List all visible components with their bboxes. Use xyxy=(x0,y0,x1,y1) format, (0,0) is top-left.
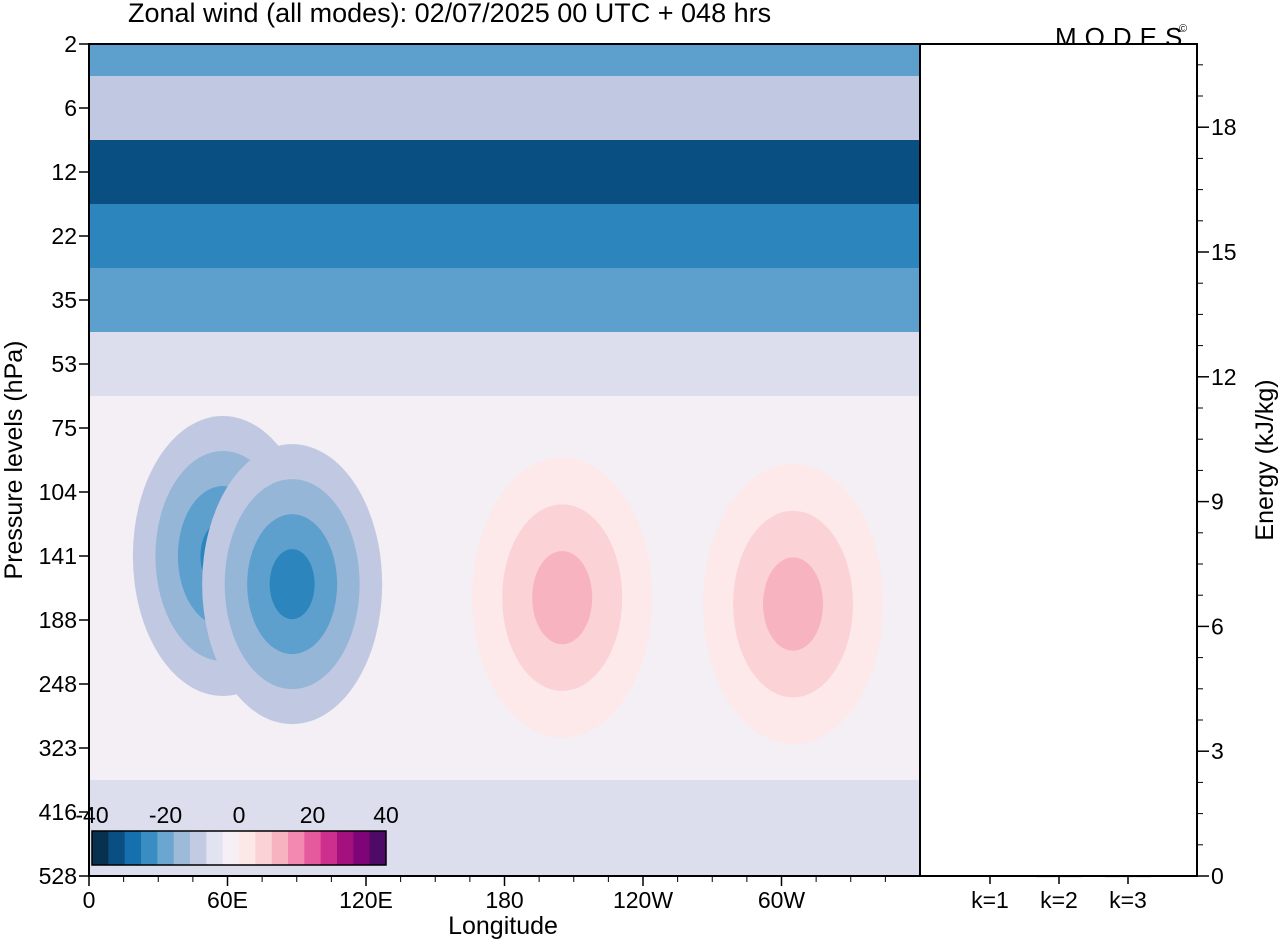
energy-bar xyxy=(967,875,1013,877)
x-tick-label: 120E xyxy=(339,887,393,913)
level-band xyxy=(89,76,920,140)
wavenumber-label: k=3 xyxy=(1109,887,1147,913)
wavenumber-axis: k=1 k=2 k=3 xyxy=(971,876,1147,913)
colorbar-segment xyxy=(255,831,273,865)
energy-panel-frame xyxy=(919,43,1198,877)
colorbar-tick-label: -40 xyxy=(75,802,108,828)
energy-tick-label: 12 xyxy=(1211,364,1237,390)
colorbar-frame xyxy=(91,830,387,866)
energy-tick-label: 3 xyxy=(1211,738,1224,764)
energy-axis: 0 3 6 9 12 15 18 xyxy=(1197,64,1237,889)
colorbar-segment xyxy=(353,831,371,865)
level-band xyxy=(89,332,920,396)
y-axis-label: Pressure levels (hPa) xyxy=(0,341,28,580)
colorbar-segment xyxy=(337,831,354,865)
colorbar-segment xyxy=(124,831,142,865)
energy-tick-label: 18 xyxy=(1211,114,1237,140)
colorbar-segment xyxy=(288,831,305,865)
level-band xyxy=(89,204,920,268)
colorbar xyxy=(91,830,387,866)
colorbar-segment xyxy=(206,831,224,865)
y-tick-label: 188 xyxy=(39,607,77,633)
y-tick-label: 416 xyxy=(39,799,77,825)
chart-title: Zonal wind (all modes): 02/07/2025 00 UT… xyxy=(128,0,771,28)
level-band xyxy=(89,44,920,76)
colorbar-segment xyxy=(271,831,289,865)
wavenumber-label: k=2 xyxy=(1040,887,1078,913)
colorbar-tick-label: 20 xyxy=(300,802,326,828)
wind-maximum-contour xyxy=(532,550,593,645)
y-tick-label: 35 xyxy=(51,287,77,313)
y-tick-label: 53 xyxy=(51,351,77,377)
pressure-axis: 2 6 12 22 35 53 75 104 141 188 248 323 416 528 xyxy=(39,31,89,889)
energy-tick-label: 0 xyxy=(1211,863,1224,889)
level-band xyxy=(89,140,920,204)
wind-maximum-contour xyxy=(269,549,315,620)
colorbar-segment xyxy=(92,831,109,865)
y-tick-label: 248 xyxy=(39,671,77,697)
wavenumber-label: k=1 xyxy=(971,887,1009,913)
colorbar-segment xyxy=(141,831,158,865)
energy-tick-label: 15 xyxy=(1211,239,1237,265)
colorbar-segment xyxy=(108,831,126,865)
colorbar-labels: -40 -20 0 20 40 xyxy=(75,802,398,828)
x-tick-label: 0 xyxy=(83,887,96,913)
y-tick-label: 528 xyxy=(39,863,77,889)
colorbar-segment xyxy=(222,831,240,865)
x-tick-label: 180 xyxy=(485,887,523,913)
longitude-axis: 0 60E 120E 180 120W 60W xyxy=(83,876,886,913)
y-tick-label: 12 xyxy=(51,159,77,185)
x-tick-label: 120W xyxy=(613,887,673,913)
y-tick-label: 104 xyxy=(39,479,78,505)
x-tick-label: 60E xyxy=(207,887,248,913)
x-axis-label: Longitude xyxy=(448,912,558,940)
colorbar-tick-label: 0 xyxy=(233,802,246,828)
energy-tick-label: 9 xyxy=(1211,489,1224,515)
modes-logo-mark: © xyxy=(1179,23,1187,35)
colorbar-tick-label: 40 xyxy=(373,802,399,828)
colorbar-segment xyxy=(190,831,207,865)
colorbar-segment xyxy=(304,831,322,865)
colorbar-segment xyxy=(320,831,338,865)
x-tick-label: 60W xyxy=(758,887,806,913)
colorbar-tick-label: -20 xyxy=(149,802,182,828)
colorbar-segment xyxy=(173,831,191,865)
y-tick-label: 141 xyxy=(39,543,77,569)
y-tick-label: 6 xyxy=(64,95,77,121)
energy-tick-label: 6 xyxy=(1211,613,1224,639)
colorbar-segment xyxy=(239,831,256,865)
level-band xyxy=(89,268,920,332)
energy-axis-label: Energy (kJ/kg) xyxy=(1251,379,1279,540)
y-tick-label: 2 xyxy=(64,31,77,57)
contour-plot xyxy=(89,44,920,876)
y-tick-label: 75 xyxy=(51,415,77,441)
colorbar-segment xyxy=(157,831,175,865)
y-tick-label: 323 xyxy=(39,735,77,761)
wind-maximum-contour xyxy=(763,557,824,651)
y-tick-label: 22 xyxy=(51,223,77,249)
colorbar-segment xyxy=(369,831,387,865)
